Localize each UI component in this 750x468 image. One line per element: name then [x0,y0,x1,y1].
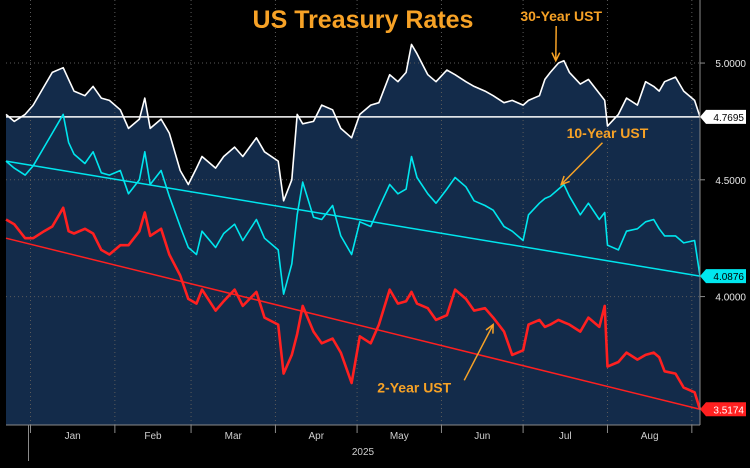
last-value-label: 4.0876 [713,272,744,283]
last-value-label: 4.7695 [713,113,744,124]
annotation-label: 30-Year UST [520,8,602,24]
y-tick-label: 4.5000 [715,176,746,187]
x-tick-label: Jan [65,431,81,442]
x-tick-label: Jun [474,431,490,442]
x-tick-label: Feb [144,431,162,442]
x-tick-label: Aug [641,431,659,442]
x-tick-label: May [390,431,409,442]
chart-title: US Treasury Rates [253,6,474,34]
x-tick-label: Apr [308,431,324,442]
annotation-label: 10-Year UST [567,125,649,141]
x-tick-label: Jul [559,431,572,442]
y-tick-label: 4.0000 [715,293,746,304]
y-tick-label: 5.0000 [715,59,746,70]
annotation-label: 2-Year UST [377,379,451,395]
last-value-label: 3.5174 [713,405,744,416]
x-tick-label: Mar [225,431,243,442]
x-axis-year-label: 2025 [352,447,375,458]
